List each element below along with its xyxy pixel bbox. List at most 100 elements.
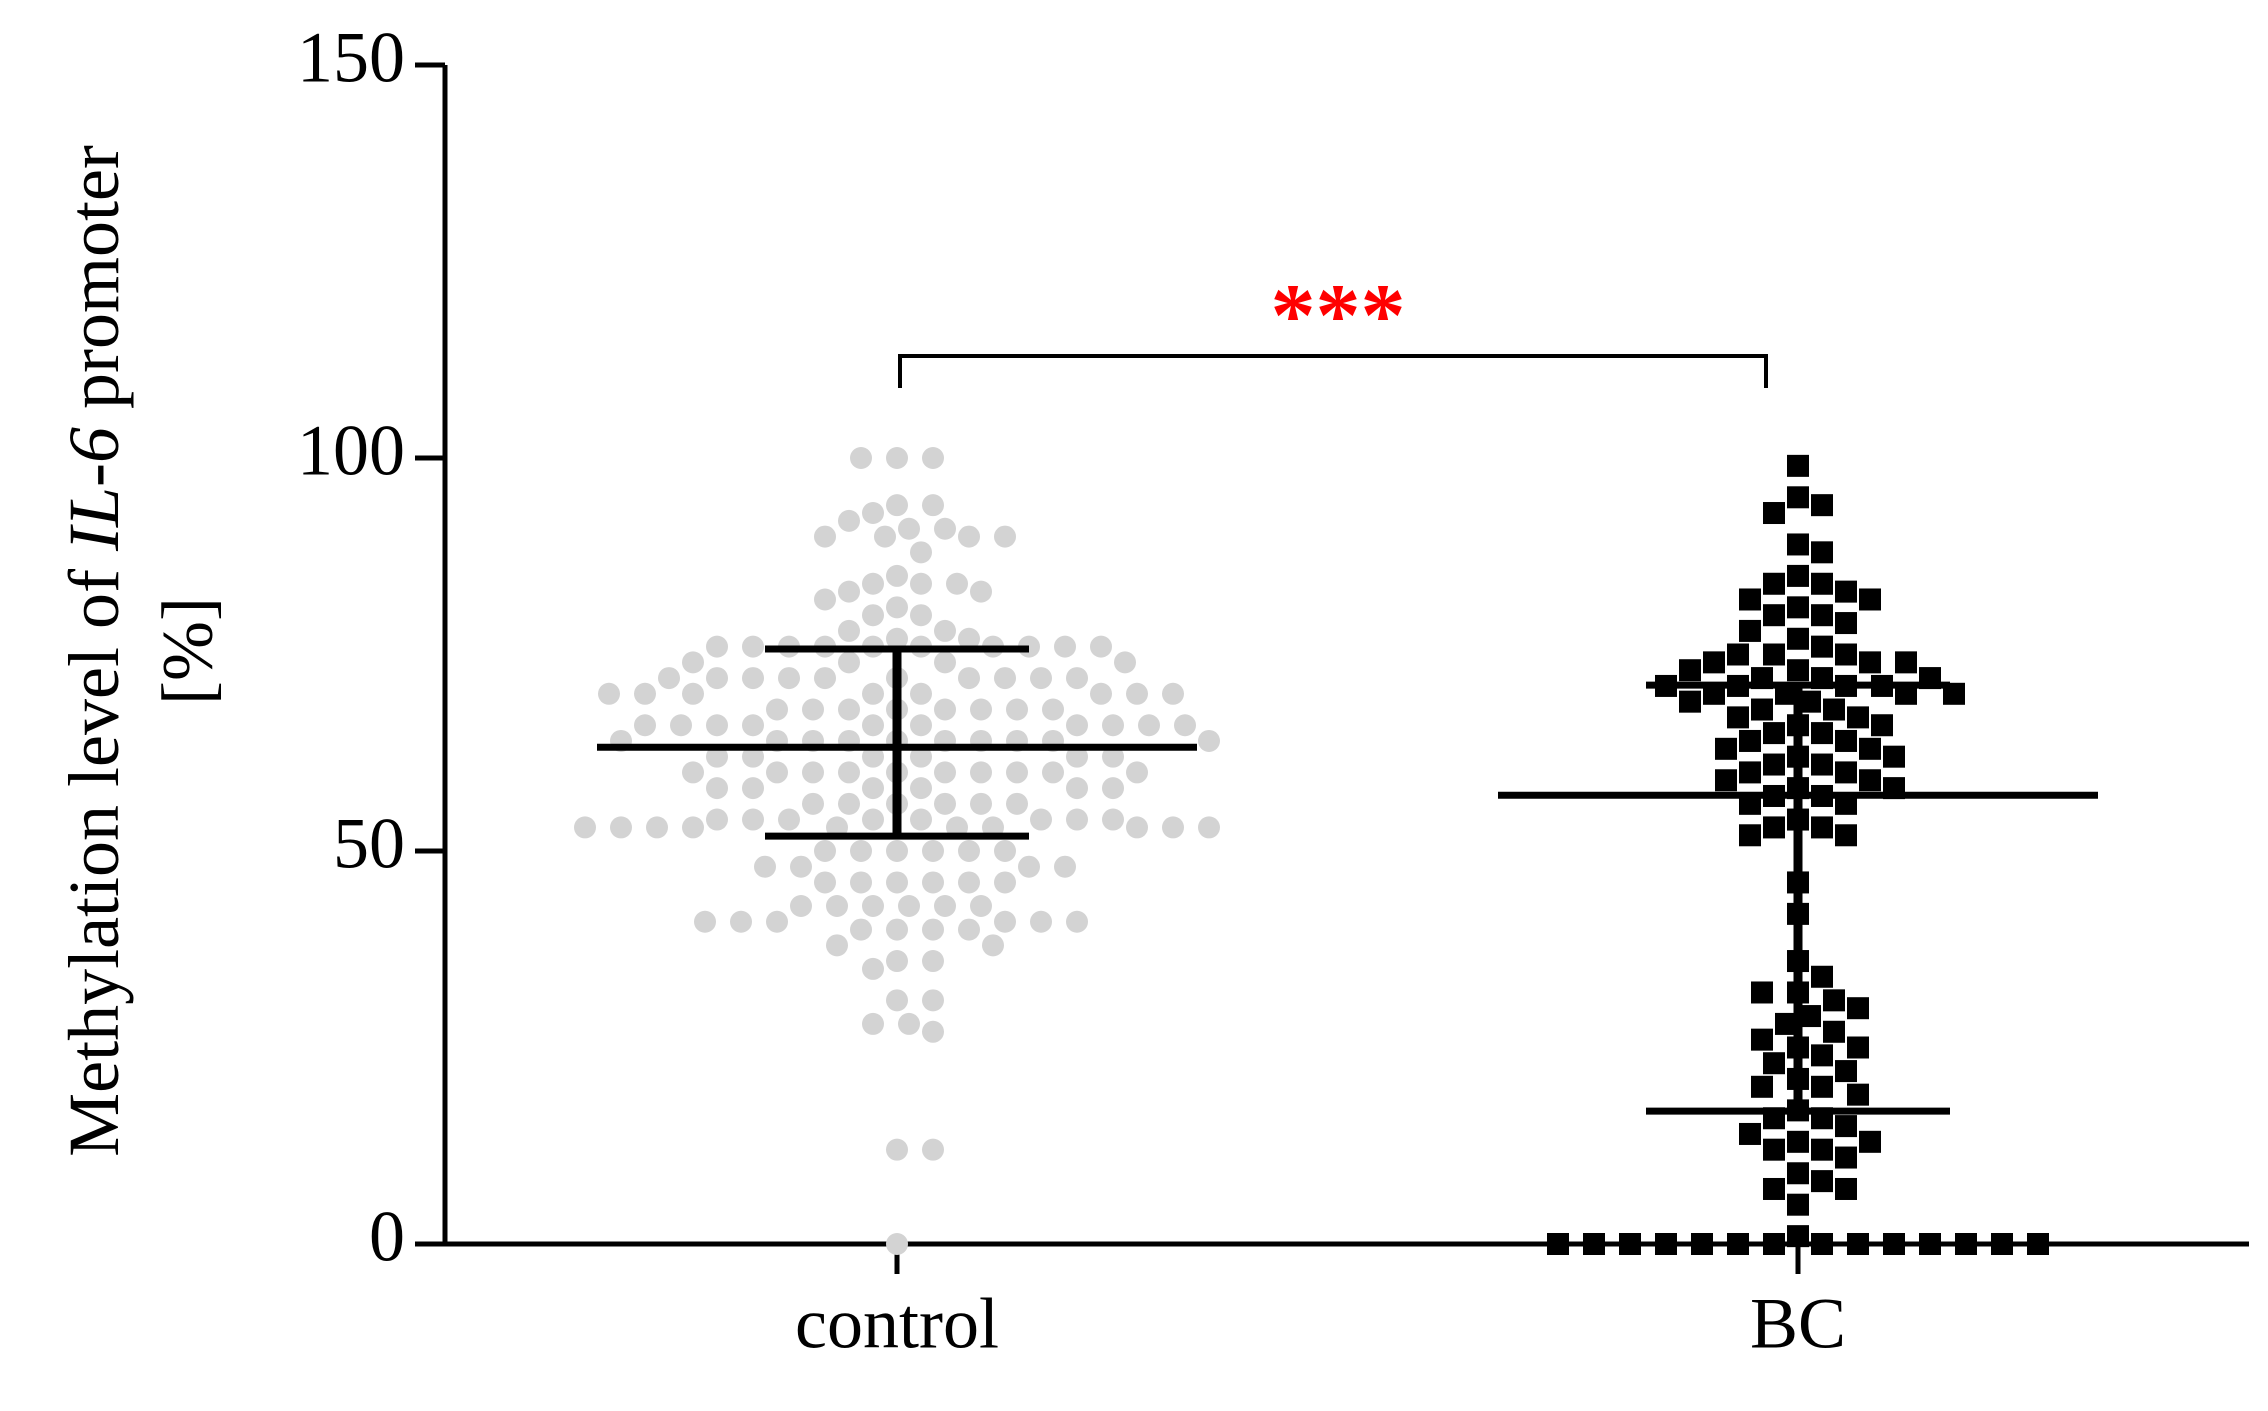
point	[1739, 729, 1761, 752]
point	[1835, 580, 1857, 603]
point	[634, 714, 656, 737]
point	[1811, 722, 1833, 745]
point	[922, 871, 944, 894]
point	[1823, 698, 1845, 721]
point	[646, 816, 668, 839]
point	[886, 596, 908, 619]
point	[862, 957, 884, 980]
point	[1727, 643, 1749, 666]
point	[922, 950, 944, 973]
point	[814, 525, 836, 548]
point	[1835, 824, 1857, 847]
point	[862, 714, 884, 737]
point	[1090, 682, 1112, 705]
point	[1787, 1130, 1809, 1153]
point	[1811, 1044, 1833, 1067]
point	[862, 808, 884, 831]
x-tick-label: BC	[1750, 1284, 1846, 1364]
point	[946, 572, 968, 595]
x-tick-label: control	[795, 1284, 999, 1364]
point	[1763, 572, 1785, 595]
y-tick-label: 0	[369, 1197, 405, 1277]
point	[862, 572, 884, 595]
point	[1715, 769, 1737, 792]
point	[1811, 1233, 1833, 1255]
point	[1991, 1233, 2013, 1255]
point	[886, 1233, 908, 1255]
point	[1042, 698, 1064, 721]
point	[1835, 761, 1857, 784]
point	[1763, 604, 1785, 627]
point	[634, 682, 656, 705]
point	[1787, 486, 1809, 509]
point	[922, 840, 944, 862]
y-axis-label-part: IL-6	[54, 427, 134, 552]
point	[1162, 682, 1184, 705]
point	[1823, 989, 1845, 1012]
point	[1102, 777, 1124, 800]
point	[1703, 651, 1725, 674]
point	[910, 541, 932, 564]
point	[1811, 1138, 1833, 1161]
point	[1727, 1233, 1749, 1255]
point	[682, 816, 704, 839]
point	[934, 651, 956, 674]
point	[1126, 682, 1148, 705]
point	[850, 871, 872, 894]
point	[886, 447, 908, 469]
point	[1799, 1005, 1821, 1028]
point	[958, 918, 980, 941]
point	[838, 792, 860, 815]
point	[886, 840, 908, 862]
point	[1006, 761, 1028, 784]
point	[958, 667, 980, 690]
point	[886, 627, 908, 650]
point	[1691, 1233, 1713, 1255]
point	[994, 667, 1016, 690]
point	[922, 447, 944, 469]
point	[730, 910, 752, 933]
point	[922, 989, 944, 1012]
point	[1679, 659, 1701, 682]
point	[2027, 1233, 2049, 1255]
point	[934, 761, 956, 784]
point	[1739, 1122, 1761, 1145]
point	[1066, 745, 1088, 768]
point	[790, 855, 812, 878]
point	[802, 761, 824, 784]
point	[1835, 1115, 1857, 1138]
point	[1847, 706, 1869, 729]
point	[838, 698, 860, 721]
point	[1126, 761, 1148, 784]
point	[1763, 643, 1785, 666]
y-axis-label: Methylation level of IL-6 promoter	[54, 145, 134, 1157]
point	[850, 840, 872, 862]
point	[1811, 1170, 1833, 1193]
point	[862, 502, 884, 525]
point	[610, 816, 632, 839]
point	[850, 447, 872, 469]
point	[1763, 816, 1785, 839]
point	[1919, 1233, 1941, 1255]
point	[994, 840, 1016, 862]
point	[1751, 1075, 1773, 1098]
point	[814, 871, 836, 894]
point	[1811, 753, 1833, 776]
point	[1811, 816, 1833, 839]
point	[1739, 761, 1761, 784]
point	[958, 627, 980, 650]
point	[982, 934, 1004, 957]
point	[1102, 808, 1124, 831]
point	[802, 698, 824, 721]
point	[1619, 1233, 1641, 1255]
point	[1859, 1130, 1881, 1153]
y-axis-unit: [%]	[148, 597, 228, 705]
point	[1739, 824, 1761, 847]
point	[1811, 572, 1833, 595]
point	[1763, 1052, 1785, 1075]
point	[1835, 1060, 1857, 1083]
point	[1835, 612, 1857, 635]
point	[742, 745, 764, 768]
point	[1547, 1233, 1569, 1255]
